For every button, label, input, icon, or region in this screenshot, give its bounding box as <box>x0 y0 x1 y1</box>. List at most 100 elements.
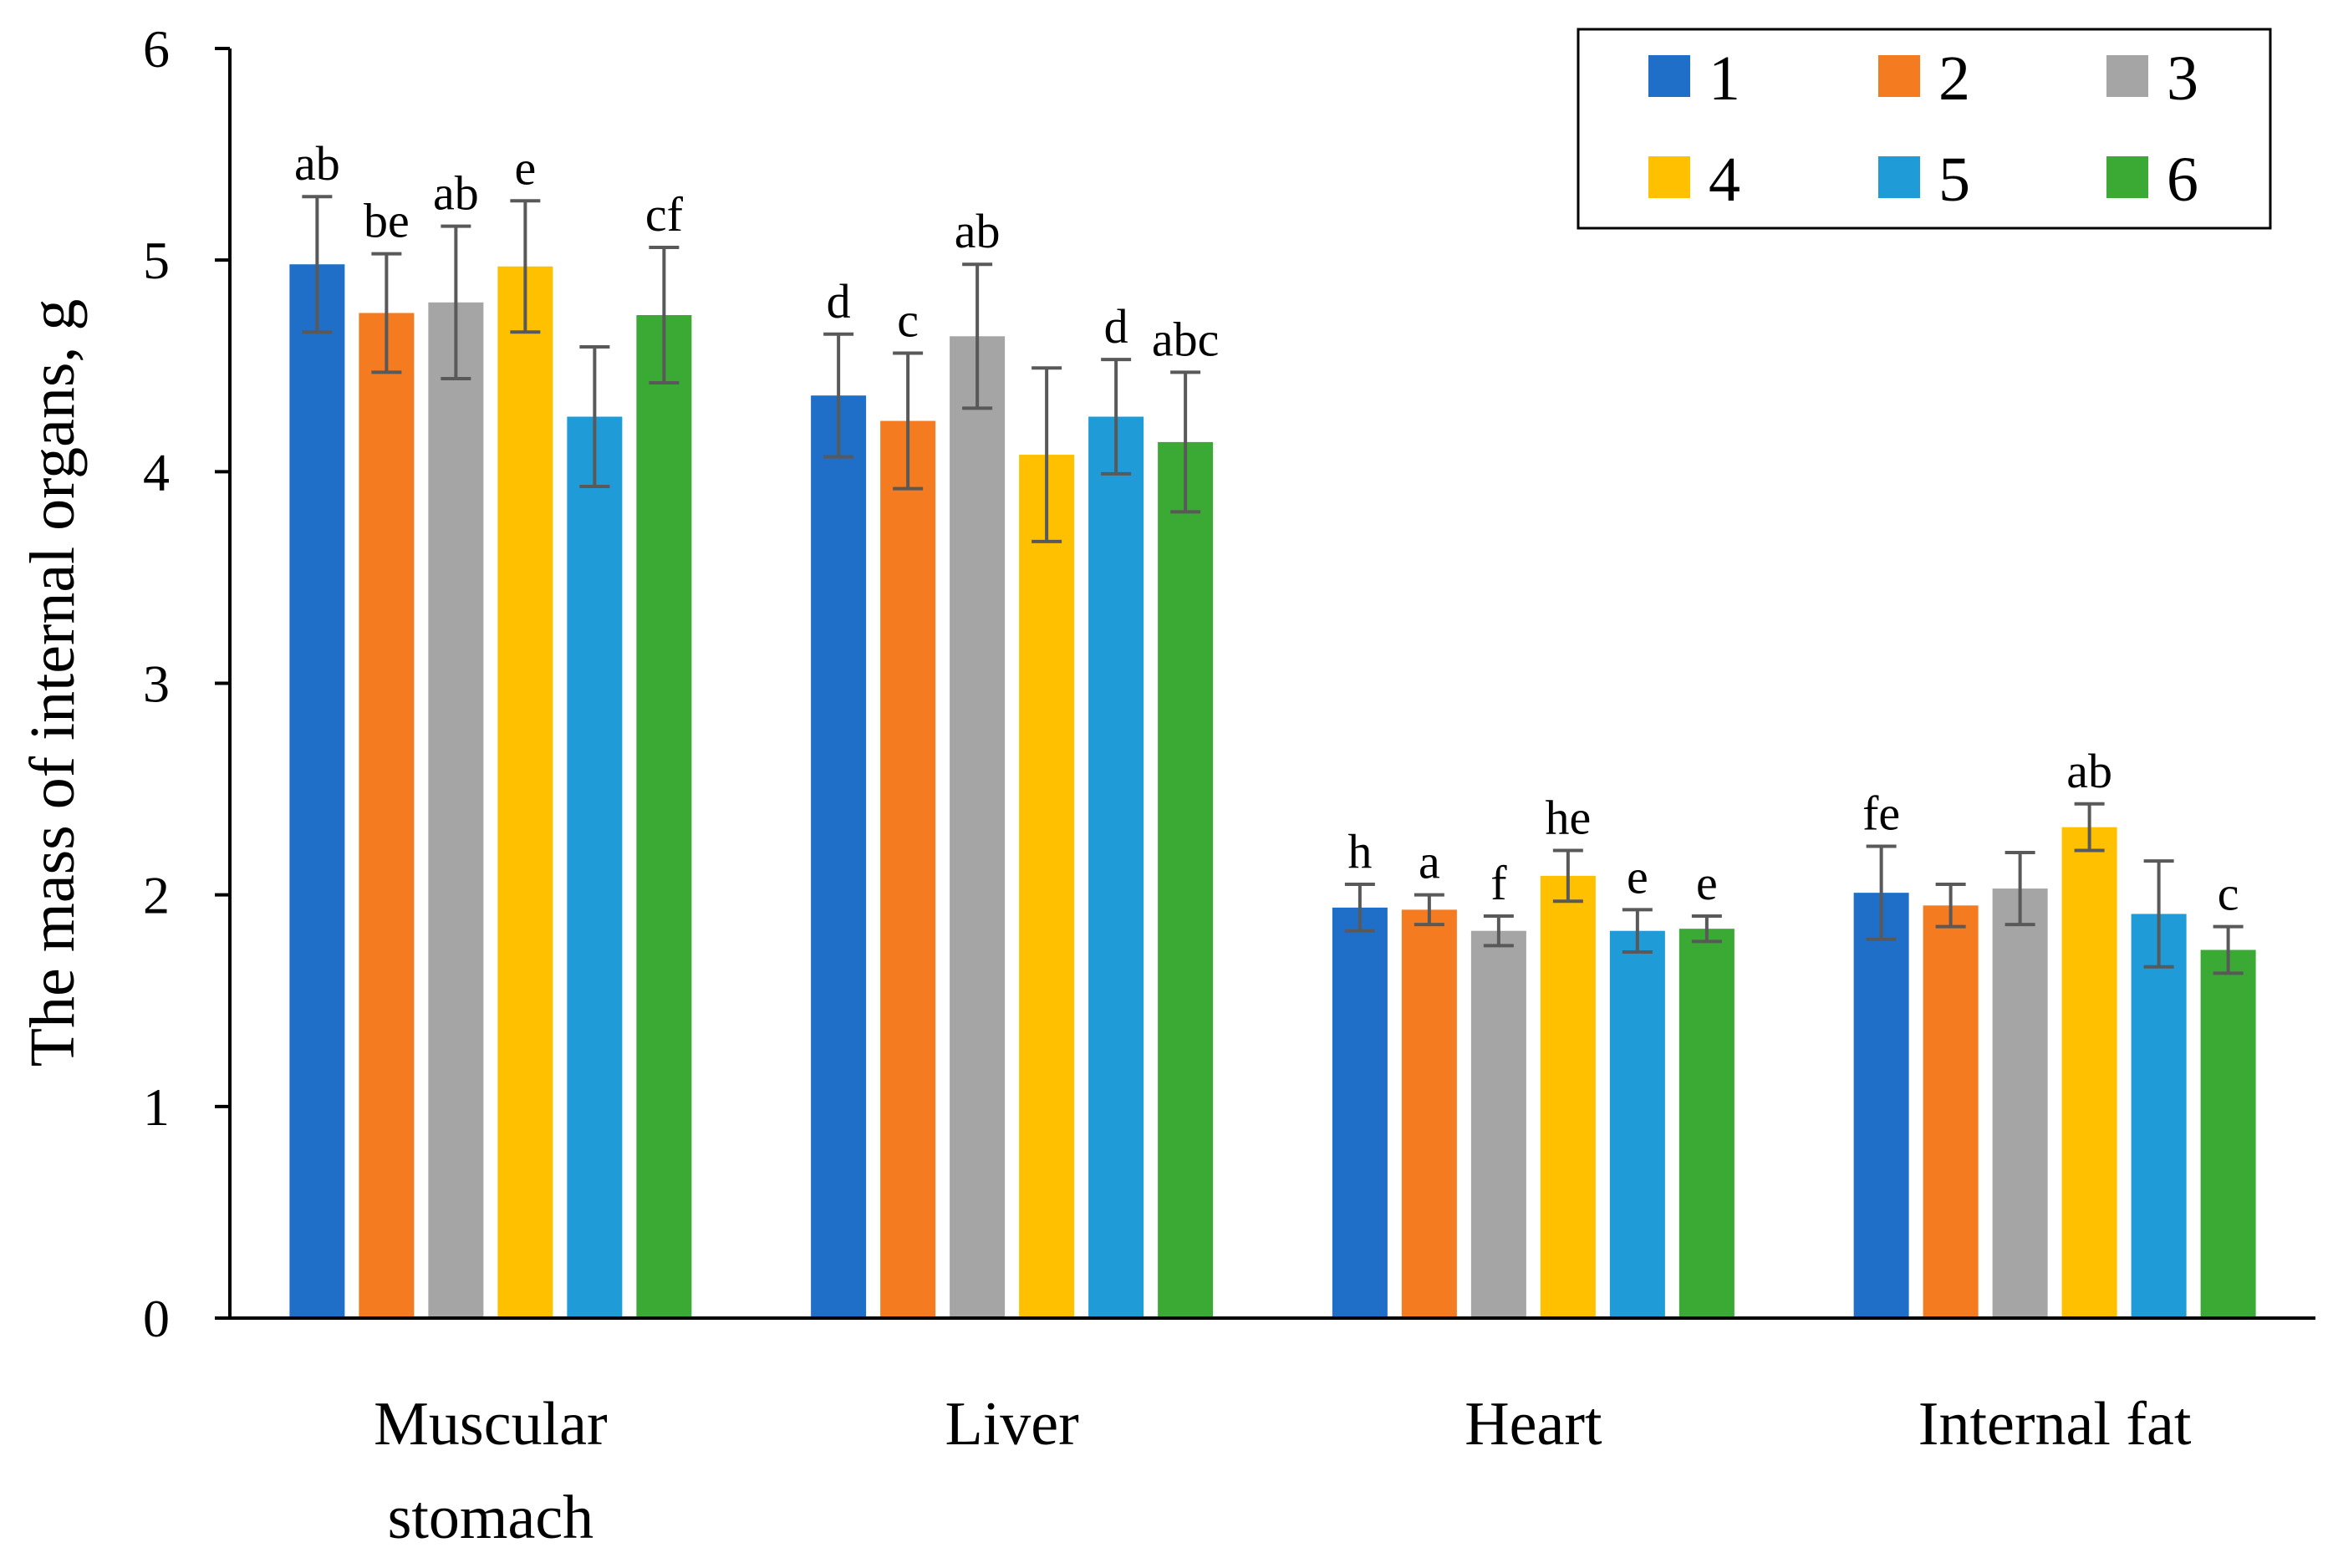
x-category-label-3-line-1: Heart <box>1464 1390 1602 1459</box>
y-axis-title: The mass of internal organs, g <box>18 299 88 1067</box>
error-bar-2-series-3 <box>962 262 993 410</box>
error-bar-2-series-6 <box>1170 370 1201 514</box>
error-bar-1-series-3 <box>441 224 471 380</box>
legend-label-5: 5 <box>1938 145 1970 215</box>
significance-label-1-series-2: be <box>364 194 410 248</box>
error-bars-layer <box>302 195 2244 975</box>
bar-3-series-3 <box>1470 930 1526 1318</box>
y-tick-label-0: 0 <box>143 1289 170 1348</box>
legend-label-1: 1 <box>1709 43 1740 114</box>
y-tick-label-3: 3 <box>143 654 170 714</box>
bar-2-series-3 <box>950 336 1006 1319</box>
error-bar-1-series-6 <box>649 245 680 385</box>
legend-swatch-3 <box>2106 55 2148 97</box>
significance-label-2-series-5: d <box>1104 299 1128 354</box>
y-ticks-layer: 0 1 2 3 4 5 6 <box>143 19 230 1348</box>
bar-2-series-2 <box>880 420 936 1318</box>
legend-label-2: 2 <box>1938 43 1970 114</box>
error-bar-4-series-6 <box>2213 924 2244 975</box>
error-bar-4-series-3 <box>2004 851 2035 927</box>
error-bar-3-series-2 <box>1414 893 1444 927</box>
bar-3-series-2 <box>1401 909 1457 1318</box>
error-bar-4-series-2 <box>1935 883 1966 929</box>
significance-label-2-series-6: abc <box>1152 312 1220 366</box>
significance-label-3-series-1: h <box>1347 824 1372 878</box>
significance-label-3-series-2: a <box>1419 835 1440 889</box>
bar-3-series-1 <box>1332 907 1388 1318</box>
y-tick-label-2: 2 <box>143 866 170 925</box>
x-category-label-1-line-2: stomach <box>388 1484 594 1552</box>
significance-label-2-series-2: c <box>897 293 919 348</box>
error-bar-3-series-5 <box>1622 908 1653 955</box>
significance-label-4-series-1: fe <box>1862 786 1900 840</box>
error-bar-4-series-1 <box>1866 844 1897 941</box>
bar-1-series-2 <box>359 313 415 1318</box>
error-bar-1-series-5 <box>579 344 610 489</box>
legend-box <box>1577 28 2272 230</box>
bar-4-series-1 <box>1853 893 1909 1318</box>
error-bar-4-series-4 <box>2074 802 2105 853</box>
bar-1-series-1 <box>289 264 345 1319</box>
bar-4-series-4 <box>2061 827 2117 1318</box>
significance-label-1-series-3: ab <box>433 166 479 221</box>
bar-3-series-4 <box>1540 875 1596 1318</box>
significance-label-3-series-6: e <box>1696 856 1718 910</box>
significance-label-1-series-6: cf <box>645 187 684 242</box>
y-tick-label-4: 4 <box>143 442 170 501</box>
x-category-labels-layer: Muscular stomach Liver Heart Internal fat <box>374 1390 2192 1552</box>
bar-2-series-1 <box>811 395 867 1318</box>
legend-swatch-6 <box>2106 156 2148 198</box>
significance-label-3-series-3: f <box>1490 856 1507 910</box>
significance-label-1-series-4: e <box>515 140 537 195</box>
significance-label-4-series-6: c <box>2218 867 2239 921</box>
bar-4-series-6 <box>2200 949 2256 1318</box>
bar-4-series-3 <box>1992 888 2048 1318</box>
legend: 1 2 3 4 5 6 <box>1577 28 2272 230</box>
error-bar-1-series-2 <box>371 252 402 374</box>
legend-label-3: 3 <box>2167 43 2198 114</box>
error-bar-3-series-3 <box>1483 914 1514 948</box>
bar-2-series-4 <box>1019 455 1075 1318</box>
bar-1-series-5 <box>567 416 623 1318</box>
y-tick-label-1: 1 <box>143 1077 170 1137</box>
error-bar-3-series-6 <box>1691 914 1722 944</box>
error-bar-2-series-1 <box>823 332 854 459</box>
legend-label-4: 4 <box>1709 145 1740 215</box>
legend-swatch-5 <box>1878 156 1920 198</box>
error-bar-2-series-4 <box>1032 366 1062 543</box>
significance-label-2-series-1: d <box>827 274 851 328</box>
bar-3-series-6 <box>1678 929 1734 1318</box>
error-bar-1-series-1 <box>302 195 333 334</box>
error-bar-2-series-2 <box>893 351 924 491</box>
legend-swatch-2 <box>1878 55 1920 97</box>
error-bar-1-series-4 <box>510 199 541 334</box>
bar-4-series-5 <box>2131 914 2187 1318</box>
legend-swatch-4 <box>1648 156 1690 198</box>
legend-label-6: 6 <box>2167 145 2198 215</box>
x-category-label-4-line-1: Internal fat <box>1918 1390 2192 1459</box>
bar-2-series-6 <box>1158 441 1214 1318</box>
y-tick-label-5: 5 <box>143 231 170 290</box>
bar-1-series-3 <box>428 302 484 1318</box>
bar-4-series-2 <box>1923 905 1979 1318</box>
bar-3-series-5 <box>1609 930 1665 1318</box>
bars-layer <box>289 264 2256 1319</box>
bar-1-series-6 <box>636 314 692 1318</box>
legend-swatch-1 <box>1648 55 1690 97</box>
significance-label-4-series-4: ab <box>2066 744 2112 798</box>
significance-label-3-series-5: e <box>1627 849 1648 904</box>
bar-1-series-4 <box>497 266 553 1318</box>
y-tick-label-6: 6 <box>143 19 170 79</box>
x-category-label-1-line-1: Muscular <box>374 1390 608 1459</box>
x-category-label-2-line-1: Liver <box>945 1390 1079 1459</box>
significance-label-1-series-1: ab <box>294 136 340 191</box>
significance-label-2-series-3: ab <box>955 204 1001 258</box>
error-bar-3-series-4 <box>1552 848 1583 904</box>
bar-2-series-5 <box>1088 416 1144 1318</box>
error-bar-3-series-1 <box>1344 883 1375 933</box>
error-bar-2-series-5 <box>1101 358 1132 476</box>
error-bar-4-series-5 <box>2143 859 2174 969</box>
